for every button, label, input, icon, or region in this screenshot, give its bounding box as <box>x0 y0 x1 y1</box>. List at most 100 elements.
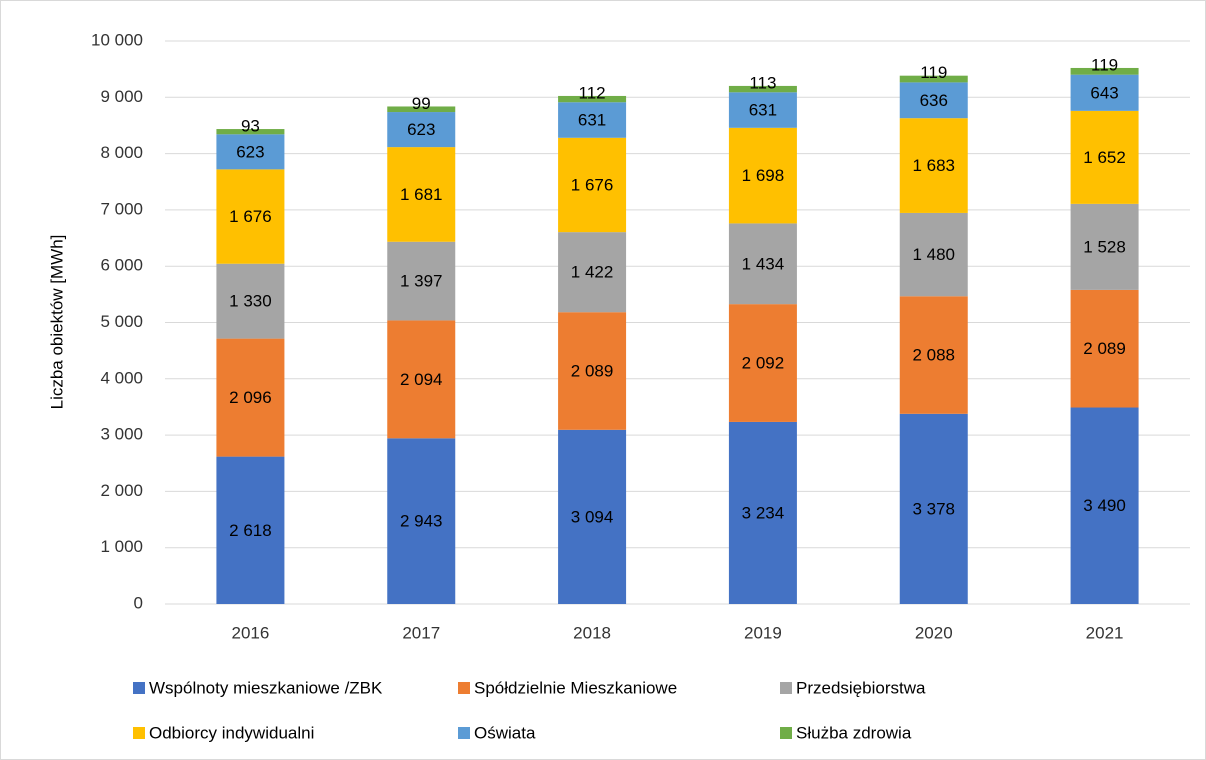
bar-segment <box>899 118 968 213</box>
bar-segment <box>558 312 627 430</box>
legend-swatch <box>133 727 145 739</box>
y-tick-label: 10 000 <box>91 30 143 49</box>
y-tick-label: 1 000 <box>100 537 143 556</box>
bar-segment <box>558 102 627 138</box>
bar-segment <box>387 112 456 148</box>
bar-segment <box>899 296 968 414</box>
bar-segment <box>1070 289 1139 408</box>
y-tick-label: 3 000 <box>100 425 143 444</box>
data-label: 2 618 <box>229 521 272 540</box>
bar-segment <box>1070 110 1139 204</box>
legend-label: Spółdzielnie Mieszkaniowe <box>474 678 677 697</box>
data-label: 631 <box>578 111 606 130</box>
data-label: 112 <box>579 83 606 102</box>
bar-segment <box>1070 74 1139 111</box>
data-label: 1 480 <box>912 245 955 264</box>
bar-segment <box>728 304 797 422</box>
data-label: 119 <box>920 63 947 82</box>
y-tick-label: 6 000 <box>100 256 143 275</box>
bar-segment <box>216 169 285 264</box>
data-label: 3 094 <box>571 507 614 526</box>
bar-segment <box>899 212 968 297</box>
legend-swatch <box>458 682 470 694</box>
data-label: 3 234 <box>742 503 785 522</box>
data-label: 1 683 <box>912 156 955 175</box>
bar-segment <box>899 75 968 83</box>
legend-swatch <box>780 727 792 739</box>
bar-segment <box>387 320 456 439</box>
bar-segment <box>558 137 627 233</box>
bar-segment <box>728 85 797 93</box>
bar-segment <box>558 95 627 103</box>
x-tick-label: 2016 <box>232 623 270 642</box>
bar-segment <box>728 421 797 604</box>
data-label: 3 490 <box>1083 496 1126 515</box>
legend-label: Przedsiębiorstwa <box>796 678 926 697</box>
data-label: 1 676 <box>571 175 614 194</box>
bar-segment <box>216 263 285 339</box>
y-tick-label: 4 000 <box>100 368 143 387</box>
x-tick-label: 2020 <box>915 623 953 642</box>
bar-segment <box>387 147 456 242</box>
legend-label: Odbiorcy indywidualni <box>149 723 314 742</box>
legend-label: Służba zdrowia <box>796 723 912 742</box>
legend-swatch <box>458 727 470 739</box>
data-label: 1 434 <box>742 254 785 273</box>
x-tick-label: 2017 <box>402 623 440 642</box>
y-tick-label: 2 000 <box>100 481 143 500</box>
bar-segment <box>558 232 627 313</box>
x-tick-label: 2019 <box>744 623 782 642</box>
bar-segment <box>728 92 797 128</box>
legend-swatch <box>133 682 145 694</box>
legend-label: Wspólnoty mieszkaniowe /ZBK <box>149 678 383 697</box>
data-label: 643 <box>1090 83 1118 102</box>
y-tick-label: 0 <box>134 593 143 612</box>
bar-segment <box>387 438 456 604</box>
legend-label: Oświata <box>474 723 536 742</box>
data-label: 2 089 <box>1083 339 1126 358</box>
y-tick-label: 5 000 <box>100 312 143 331</box>
data-label: 2 096 <box>229 388 272 407</box>
bar-segment <box>1070 67 1139 75</box>
data-label: 1 422 <box>571 263 614 282</box>
x-tick-label: 2018 <box>573 623 611 642</box>
data-label: 1 681 <box>400 185 443 204</box>
data-label: 113 <box>749 73 776 92</box>
data-label: 1 698 <box>742 166 785 185</box>
bar-segment <box>216 338 285 457</box>
data-label: 1 330 <box>229 292 272 311</box>
bar-segment <box>387 106 456 113</box>
data-label: 2 943 <box>400 512 443 531</box>
data-label: 1 652 <box>1083 148 1126 167</box>
bar-segment <box>1070 407 1139 604</box>
data-label: 623 <box>407 120 435 139</box>
y-tick-label: 7 000 <box>100 199 143 218</box>
data-label: 1 397 <box>400 272 443 291</box>
y-tick-label: 9 000 <box>100 87 143 106</box>
data-label: 2 092 <box>742 354 785 373</box>
data-label: 2 089 <box>571 361 614 380</box>
bar-segment <box>216 129 285 135</box>
y-axis-title: Liczba obiektów [MWh] <box>47 235 66 410</box>
data-label: 623 <box>236 142 264 161</box>
data-label: 631 <box>749 101 777 120</box>
bar-segment <box>1070 203 1139 290</box>
data-label: 2 088 <box>912 346 955 365</box>
bar-segment <box>558 429 627 604</box>
legend-swatch <box>780 682 792 694</box>
x-tick-label: 2021 <box>1086 623 1124 642</box>
data-label: 2 094 <box>400 370 443 389</box>
data-label: 99 <box>412 94 431 113</box>
data-label: 1 528 <box>1083 237 1126 256</box>
data-label: 636 <box>920 91 948 110</box>
data-label: 93 <box>241 117 260 136</box>
bar-segment <box>728 223 797 305</box>
bar-segment <box>899 82 968 119</box>
bar-segment <box>387 241 456 321</box>
y-tick-label: 8 000 <box>100 143 143 162</box>
data-label: 119 <box>1091 55 1118 74</box>
bar-segment <box>728 127 797 224</box>
data-label: 3 378 <box>912 499 955 518</box>
bar-segment <box>216 456 285 604</box>
